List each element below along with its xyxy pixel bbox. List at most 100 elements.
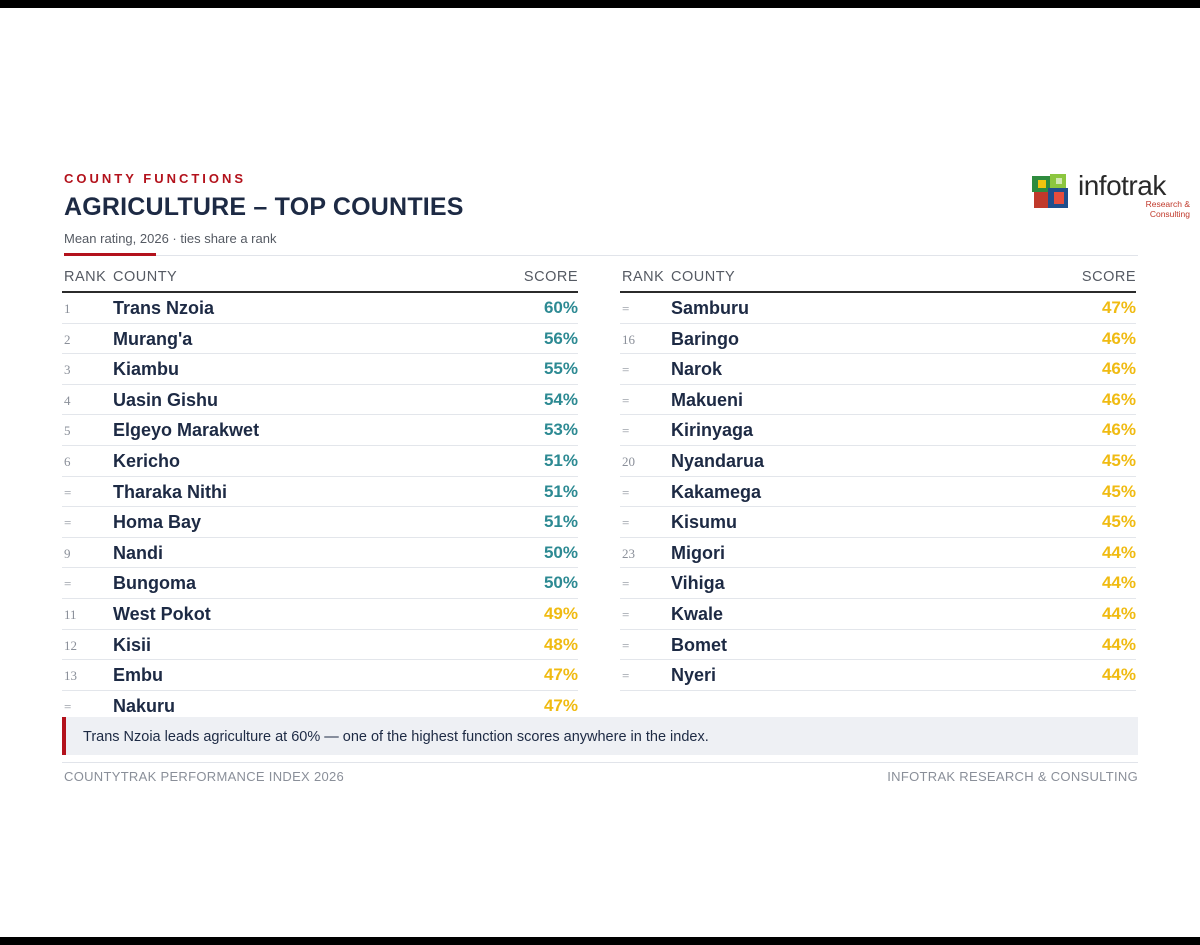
score-column-header: SCORE — [523, 269, 578, 285]
county-cell: Vihiga — [671, 573, 725, 594]
page-title: AGRICULTURE – TOP COUNTIES — [64, 193, 464, 221]
score-cell: 47% — [543, 695, 578, 715]
rank-column-header: RANK — [64, 269, 107, 285]
header-divider — [64, 255, 1138, 256]
county-cell: Embu — [113, 665, 164, 686]
header-accent-rule — [64, 253, 156, 256]
score-cell: 51% — [543, 481, 578, 501]
score-cell: 55% — [543, 359, 578, 379]
table-row: 2 Murang'a 56% — [62, 324, 578, 355]
table-row: = Samburu 47% — [620, 293, 1136, 324]
table-row: = Nyeri 44% — [620, 660, 1136, 691]
rank-cell: = — [64, 515, 72, 531]
table-row: 6 Kericho 51% — [62, 446, 578, 477]
infotrak-logo: infotrak Research & Consulting — [1030, 170, 1192, 219]
county-cell: West Pokot — [113, 603, 211, 624]
top-border-bar — [0, 0, 1200, 8]
table-header: RANK COUNTY SCORE — [62, 264, 578, 293]
table-header: RANK COUNTY SCORE — [620, 264, 1136, 293]
rank-cell: 6 — [64, 453, 71, 469]
logo-tagline: Research & Consulting — [1145, 199, 1190, 219]
score-cell: 45% — [1101, 450, 1136, 470]
table-row: 13 Embu 47% — [62, 660, 578, 691]
footer-divider — [62, 762, 1138, 763]
rank-cell: 11 — [64, 606, 77, 622]
county-cell: Bomet — [671, 634, 728, 655]
footer-source: COUNTYTRAK PERFORMANCE INDEX 2026 — [64, 769, 345, 784]
logo-wordmark: infotrak — [1078, 170, 1166, 201]
score-cell: 47% — [543, 665, 578, 685]
score-cell: 51% — [543, 450, 578, 470]
table-row: 20 Nyandarua 45% — [620, 446, 1136, 477]
infotrak-logo-icon — [1032, 174, 1068, 208]
county-cell: Kakamega — [671, 481, 762, 502]
score-cell: 44% — [1101, 603, 1136, 623]
page-subtitle: Mean rating, 2026 · ties share a rank — [64, 231, 277, 246]
rank-cell: 13 — [64, 668, 77, 684]
rank-cell: = — [64, 698, 72, 714]
table-body: = Samburu 47% 16 Baringo 46% = Narok 46% = Makueni… — [620, 293, 1136, 691]
county-cell: Bungoma — [113, 573, 196, 594]
score-cell: 45% — [1101, 512, 1136, 532]
rank-cell: 20 — [622, 453, 635, 469]
table-body: 1 Trans Nzoia 60% 2 Murang'a 56% 3 Kiambu 55% 4 Ua… — [62, 293, 578, 722]
county-cell: Samburu — [671, 298, 750, 318]
county-cell: Nyandarua — [671, 450, 765, 471]
score-cell: 47% — [1101, 298, 1136, 317]
table-row: = Narok 46% — [620, 354, 1136, 385]
score-column-header: SCORE — [1081, 269, 1136, 285]
table-row: 1 Trans Nzoia 60% — [62, 293, 578, 324]
rank-cell: = — [622, 301, 630, 316]
county-cell: Narok — [671, 359, 723, 380]
county-cell: Trans Nzoia — [113, 298, 215, 318]
table-row: = Tharaka Nithi 51% — [62, 477, 578, 508]
score-cell: 51% — [543, 512, 578, 532]
score-cell: 45% — [1101, 481, 1136, 501]
score-cell: 50% — [543, 573, 578, 593]
score-cell: 49% — [543, 603, 578, 623]
table-row: 4 Uasin Gishu 54% — [62, 385, 578, 416]
table-row: = Kisumu 45% — [620, 507, 1136, 538]
county-cell: Migori — [671, 542, 725, 563]
rank-cell: 16 — [622, 331, 635, 347]
table-row: = Vihiga 44% — [620, 568, 1136, 599]
county-cell: Kericho — [113, 450, 181, 471]
rank-cell: 4 — [64, 392, 71, 408]
insight-callout-text: Trans Nzoia leads agriculture at 60% — o… — [83, 729, 709, 745]
county-cell: Murang'a — [113, 328, 193, 349]
score-cell: 54% — [543, 389, 578, 409]
score-cell: 60% — [543, 298, 578, 317]
score-cell: 44% — [1101, 665, 1136, 685]
county-column-header: COUNTY — [113, 269, 178, 285]
county-cell: Kwale — [671, 603, 724, 624]
score-cell: 46% — [1101, 359, 1136, 379]
table-row: = Kakamega 45% — [620, 477, 1136, 508]
rank-cell: = — [64, 576, 72, 592]
rank-cell: 3 — [64, 362, 71, 378]
county-cell: Kisii — [113, 634, 152, 655]
score-cell: 46% — [1101, 328, 1136, 348]
county-cell: Kirinyaga — [671, 420, 754, 441]
rank-cell: = — [622, 515, 630, 531]
rank-cell: = — [622, 423, 630, 439]
rank-cell: = — [622, 392, 630, 408]
county-cell: Nandi — [113, 542, 164, 563]
table-row: = Bungoma 50% — [62, 568, 578, 599]
score-cell: 50% — [543, 542, 578, 562]
county-cell: Tharaka Nithi — [113, 481, 228, 502]
table-row: = Bomet 44% — [620, 630, 1136, 661]
rank-cell: 23 — [622, 545, 635, 561]
table-row: = Homa Bay 51% — [62, 507, 578, 538]
county-cell: Kiambu — [113, 359, 180, 380]
county-cell: Nakuru — [113, 695, 176, 716]
county-cell: Kisumu — [671, 512, 738, 533]
table-row: 16 Baringo 46% — [620, 324, 1136, 355]
table-row: 5 Elgeyo Marakwet 53% — [62, 415, 578, 446]
table-row: 23 Migori 44% — [620, 538, 1136, 569]
rank-cell: 5 — [64, 423, 71, 439]
rank-cell: = — [622, 484, 630, 500]
table-row: 11 West Pokot 49% — [62, 599, 578, 630]
score-cell: 56% — [543, 328, 578, 348]
table-row: = Kirinyaga 46% — [620, 415, 1136, 446]
rank-table-right: RANK COUNTY SCORE = Samburu 47% 16 Baringo 46… — [620, 264, 1136, 691]
